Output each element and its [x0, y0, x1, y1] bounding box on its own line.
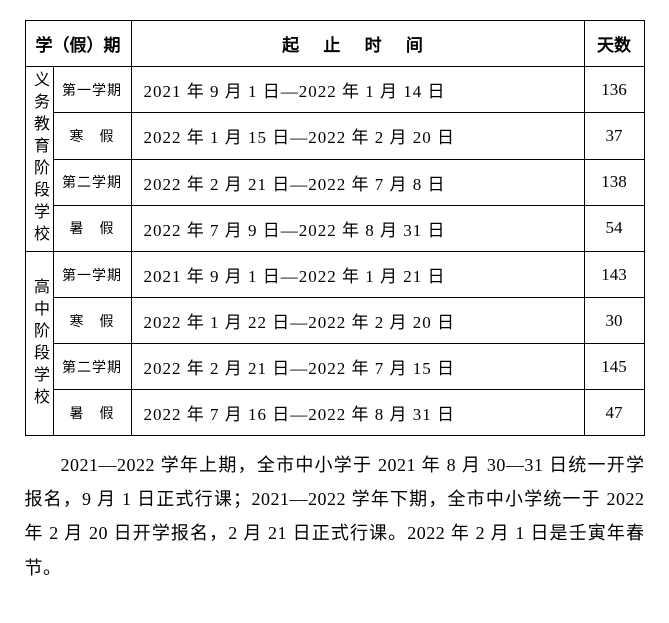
term-cell: 寒 假 — [53, 113, 131, 159]
table-row: 高中阶段学校 第一学期 2021 年 9 月 1 日—2022 年 1 月 21… — [25, 252, 644, 298]
term-cell: 寒 假 — [53, 298, 131, 344]
table-row: 暑 假 2022 年 7 月 16 日—2022 年 8 月 31 日 47 — [25, 390, 644, 436]
days-cell: 145 — [584, 344, 644, 390]
days-cell: 30 — [584, 298, 644, 344]
term-cell: 暑 假 — [53, 390, 131, 436]
days-cell: 138 — [584, 159, 644, 205]
range-cell: 2021 年 9 月 1 日—2022 年 1 月 14 日 — [131, 67, 584, 113]
footnote-paragraph: 2021—2022 学年上期，全市中小学于 2021 年 8 月 30—31 日… — [25, 448, 645, 585]
range-cell: 2021 年 9 月 1 日—2022 年 1 月 21 日 — [131, 252, 584, 298]
header-row: 学（假）期 起 止 时 间 天数 — [25, 21, 644, 67]
range-cell: 2022 年 7 月 9 日—2022 年 8 月 31 日 — [131, 205, 584, 251]
table-row: 暑 假 2022 年 7 月 9 日—2022 年 8 月 31 日 54 — [25, 205, 644, 251]
document-wrapper: 学（假）期 起 止 时 间 天数 义务教育阶段学校 第一学期 2021 年 9 … — [25, 20, 645, 585]
group-label: 义务教育阶段学校 — [25, 67, 53, 252]
table-row: 寒 假 2022 年 1 月 15 日—2022 年 2 月 20 日 37 — [25, 113, 644, 159]
header-range: 起 止 时 间 — [131, 21, 584, 67]
table-row: 第二学期 2022 年 2 月 21 日—2022 年 7 月 15 日 145 — [25, 344, 644, 390]
term-cell: 第一学期 — [53, 67, 131, 113]
term-cell: 第一学期 — [53, 252, 131, 298]
group-label: 高中阶段学校 — [25, 252, 53, 436]
term-cell: 暑 假 — [53, 205, 131, 251]
range-cell: 2022 年 2 月 21 日—2022 年 7 月 15 日 — [131, 344, 584, 390]
days-cell: 54 — [584, 205, 644, 251]
header-days: 天数 — [584, 21, 644, 67]
days-cell: 37 — [584, 113, 644, 159]
term-cell: 第二学期 — [53, 344, 131, 390]
footnote-text: 2021—2022 学年上期，全市中小学于 2021 年 8 月 30—31 日… — [25, 448, 645, 585]
table-row: 第二学期 2022 年 2 月 21 日—2022 年 7 月 8 日 138 — [25, 159, 644, 205]
table-row: 义务教育阶段学校 第一学期 2021 年 9 月 1 日—2022 年 1 月 … — [25, 67, 644, 113]
range-cell: 2022 年 7 月 16 日—2022 年 8 月 31 日 — [131, 390, 584, 436]
header-term: 学（假）期 — [25, 21, 131, 67]
range-cell: 2022 年 1 月 15 日—2022 年 2 月 20 日 — [131, 113, 584, 159]
table-row: 寒 假 2022 年 1 月 22 日—2022 年 2 月 20 日 30 — [25, 298, 644, 344]
days-cell: 136 — [584, 67, 644, 113]
days-cell: 47 — [584, 390, 644, 436]
range-cell: 2022 年 1 月 22 日—2022 年 2 月 20 日 — [131, 298, 584, 344]
days-cell: 143 — [584, 252, 644, 298]
range-cell: 2022 年 2 月 21 日—2022 年 7 月 8 日 — [131, 159, 584, 205]
term-cell: 第二学期 — [53, 159, 131, 205]
schedule-table: 学（假）期 起 止 时 间 天数 义务教育阶段学校 第一学期 2021 年 9 … — [25, 20, 645, 436]
